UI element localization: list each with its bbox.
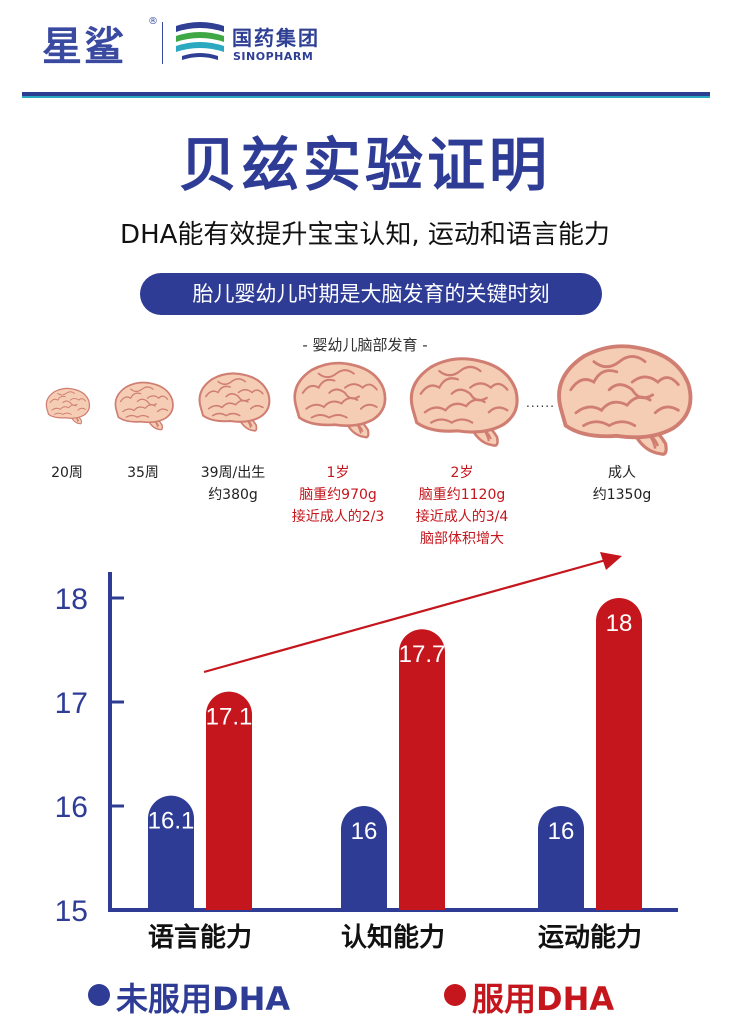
stage-caption-line: 约1350g xyxy=(592,487,652,503)
stage-caption-line: 39周/出生 xyxy=(200,465,266,481)
brain-development-illustration xyxy=(45,344,693,456)
brain-icon xyxy=(293,361,387,439)
y-tick-label: 15 xyxy=(55,895,88,928)
sinopharm-name-cn: 国药集团 xyxy=(232,26,320,50)
bar-no-dha xyxy=(538,806,584,910)
stage-caption-line: 20周 xyxy=(51,465,83,481)
trend-arrow-head xyxy=(600,552,622,570)
brain-icon xyxy=(557,344,693,456)
bar-no-dha xyxy=(148,795,194,910)
key-period-banner: 胎儿婴幼儿时期是大脑发育的关键时刻 xyxy=(140,273,602,315)
bar-value-label: 17.7 xyxy=(399,641,446,668)
bar-value-label: 16 xyxy=(548,818,575,845)
brain-icon xyxy=(45,387,91,425)
stage-caption: 35周 xyxy=(73,462,213,484)
bar-value-label: 18 xyxy=(606,610,633,637)
page-title: 贝兹实验证明 xyxy=(178,131,551,199)
development-label: - 婴幼儿脑部发育 - xyxy=(302,336,428,354)
legend-label-no-dha: 未服用DHA xyxy=(116,980,291,1018)
brand-logo-text: 星鲨 xyxy=(42,24,126,70)
bar-value-label: 17.1 xyxy=(206,704,253,731)
stage-caption: 20周 xyxy=(0,462,137,484)
brain-icon xyxy=(198,372,271,432)
stage-caption-line: 2岁 xyxy=(450,465,474,481)
stage-caption-line: 脑部体积增大 xyxy=(420,531,504,547)
stage-caption-line: 成人 xyxy=(608,465,636,481)
bar-value-label: 16 xyxy=(351,818,378,845)
header-rule-accent xyxy=(22,96,710,98)
stage-caption-line: 脑重约1120g xyxy=(418,487,506,503)
page-subtitle: DHA能有效提升宝宝认知, 运动和语言能力 xyxy=(120,220,610,250)
y-tick-label: 17 xyxy=(55,687,88,720)
sinopharm-name-en: SINOPHARM xyxy=(233,50,314,63)
registered-mark: ® xyxy=(148,16,158,27)
trend-arrow-line xyxy=(203,558,607,674)
x-category-label: 语言能力 xyxy=(148,922,252,953)
stage-caption-line: 1岁 xyxy=(326,465,350,481)
bar-dha xyxy=(399,629,445,910)
brain-icon xyxy=(114,381,174,431)
y-tick-label: 18 xyxy=(55,583,88,616)
bar-dha xyxy=(206,691,252,910)
stage-caption: 1岁脑重约970g 接近成人的2/3 xyxy=(268,462,408,528)
stage-caption-line: 脑重约970g xyxy=(299,487,377,503)
x-category-label: 认知能力 xyxy=(341,922,445,953)
header-rule xyxy=(22,92,710,96)
bar-no-dha xyxy=(341,806,387,910)
legend-dot-dha xyxy=(444,984,466,1006)
legend-label-dha: 服用DHA xyxy=(472,980,615,1018)
bar-dha xyxy=(596,598,642,910)
x-category-label: 运动能力 xyxy=(538,922,642,953)
stage-caption-line: 接近成人的3/4 xyxy=(415,509,509,525)
stage-caption-line: 35周 xyxy=(127,465,159,481)
legend-dot-no-dha xyxy=(88,984,110,1006)
stage-caption: 成人约1350g xyxy=(552,462,692,506)
stage-caption: 39周/出生 约380g xyxy=(163,462,303,506)
bar-value-label: 16.1 xyxy=(148,808,195,835)
y-tick-label: 16 xyxy=(55,791,88,824)
brand-divider xyxy=(162,22,163,64)
stage-caption: 2岁脑重约1120g 接近成人的3/4 脑部体积增大 xyxy=(392,462,532,550)
sinopharm-logo-icon xyxy=(176,22,224,60)
stage-caption-line: 接近成人的2/3 xyxy=(291,509,385,525)
ellipsis: ...... xyxy=(526,396,555,410)
brain-icon xyxy=(409,357,519,447)
stage-caption-line: 约380g xyxy=(208,487,258,503)
